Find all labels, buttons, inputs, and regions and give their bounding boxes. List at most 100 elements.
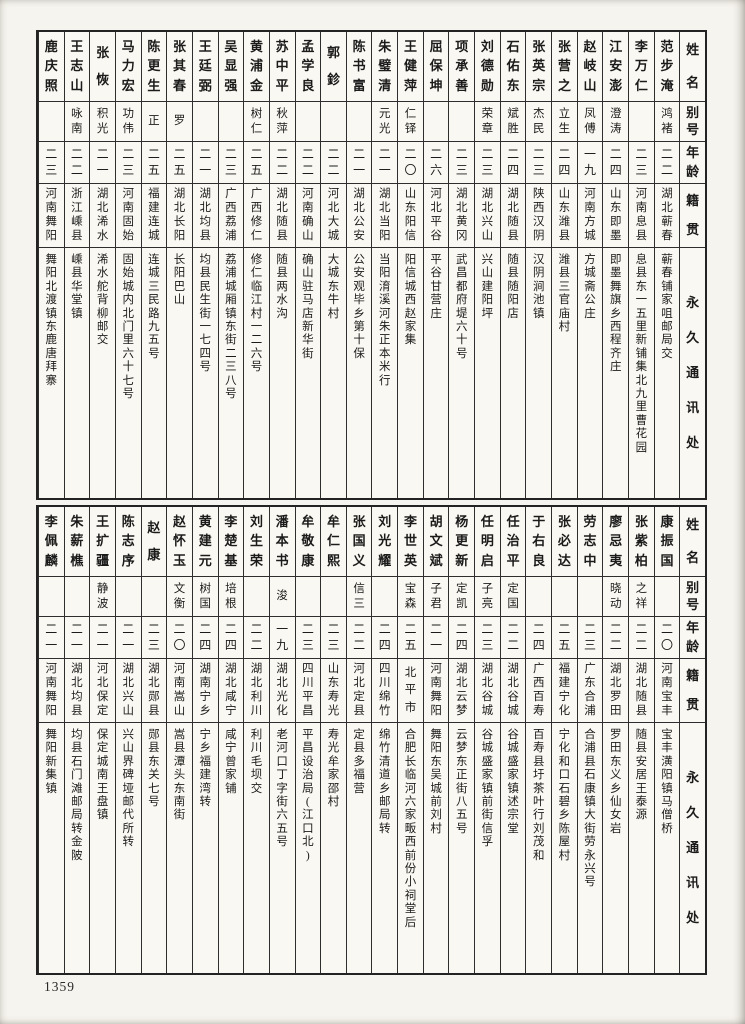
- age-cell: 二四: [552, 142, 577, 184]
- age-cell: 二一: [115, 617, 141, 659]
- name-cell: 朱璧清: [372, 32, 398, 102]
- origin-cell: 河南固始: [115, 184, 141, 248]
- address-cell: 随县两水沟: [276, 254, 288, 320]
- header-origin-label: 籍贯: [680, 659, 705, 723]
- alias-cell: [654, 577, 680, 617]
- address-cell: 汉阴涧池镇: [532, 254, 545, 320]
- age-cell: 二三: [449, 142, 475, 184]
- name-cell: 苏中平: [269, 32, 295, 102]
- address-cell: 舞阳新集镇: [45, 729, 58, 795]
- address-cell: 罗田东义乡仙女岩: [609, 729, 622, 835]
- origin-cell: 湖北长阳: [167, 184, 192, 248]
- age-cell: 二二: [269, 142, 295, 184]
- age-cell: 二二: [629, 617, 654, 659]
- header-address-label: 永久通讯处: [686, 769, 700, 925]
- person-column: 王健萍仁铎二〇山东阳信阳信城西赵家集: [397, 32, 423, 498]
- age-cell: 二一: [38, 617, 64, 659]
- alias-cell: 定国: [500, 577, 526, 617]
- name-cell: 杨更新: [449, 507, 475, 577]
- name-cell: 廖忌夷: [603, 507, 629, 577]
- origin-cell: 广西百寿: [526, 659, 552, 723]
- roster-table-top: 姓名别号年龄籍贯永久通讯处范步淹鸿褚二二湖北蕲春蕲春铺家咀邮局交李万仁二三河南息…: [36, 30, 707, 500]
- age-cell: 二二: [321, 142, 346, 184]
- address-cell: 修仁临江村一二六号: [250, 254, 263, 374]
- name-cell: 鹿庆照: [38, 32, 64, 102]
- age-cell: 二三: [321, 617, 346, 659]
- address-cell: 兴山界碑垭邮代所转: [122, 729, 134, 849]
- age-cell: 一九: [269, 617, 295, 659]
- name-cell: 张国义: [346, 507, 372, 577]
- person-column: 张国义信三二二河北定县定县多福营: [345, 507, 372, 973]
- name-cell: 张紫柏: [629, 507, 654, 577]
- alias-cell: 信三: [346, 577, 372, 617]
- alias-cell: 斌胜: [500, 102, 526, 142]
- person-column: 赵岐山凤傅一九河南方城方城斋公庄: [576, 32, 603, 498]
- origin-cell: 湖北郧县: [141, 659, 167, 723]
- origin-cell: 湖北当阳: [372, 184, 398, 248]
- alias-cell: [321, 102, 346, 142]
- name-cell: 刘德勋: [475, 32, 500, 102]
- origin-cell: 北平市: [398, 659, 423, 723]
- name-cell: 王健萍: [398, 32, 423, 102]
- name-cell: 王廷弼: [192, 32, 218, 102]
- age-cell: 二六: [423, 142, 449, 184]
- origin-cell: 陕西汉阴: [526, 184, 552, 248]
- name-cell: 吴显强: [218, 32, 244, 102]
- age-cell: 二四: [218, 617, 244, 659]
- alias-cell: [423, 102, 449, 142]
- origin-cell: 湖北谷城: [500, 659, 526, 723]
- address-cell: 蕲春铺家咀邮局交: [661, 254, 673, 360]
- origin-cell: 广西荔浦: [218, 184, 244, 248]
- person-column: 苏中平秋萍二二湖北随县随县两水沟: [268, 32, 295, 498]
- alias-cell: 澄涛: [603, 102, 629, 142]
- address-cell: 定县多福营: [353, 729, 365, 795]
- person-column: 孟学良二二河南确山确山驻马店新华街: [294, 32, 321, 498]
- address-cell: 均县民生街一七四号: [199, 254, 211, 374]
- address-cell: 郧县东关七号: [148, 729, 160, 809]
- address-cell: 长阳巴山: [173, 254, 186, 307]
- age-cell: 二三: [577, 617, 603, 659]
- person-column: 石佑东斌胜二四湖北随县随县随阳店: [499, 32, 526, 498]
- alias-cell: [244, 577, 269, 617]
- age-cell: 二二: [500, 617, 526, 659]
- name-cell: 张英宗: [526, 32, 552, 102]
- name-cell: 张营之: [552, 32, 577, 102]
- name-cell: 任明启: [475, 507, 500, 577]
- origin-cell: 湖北咸宁: [218, 659, 244, 723]
- origin-cell: 河北定县: [346, 659, 372, 723]
- age-cell: 二五: [398, 617, 423, 659]
- name-cell: 张恢: [90, 32, 115, 102]
- origin-cell: 湖北随县: [269, 184, 295, 248]
- alias-cell: [321, 577, 346, 617]
- person-column: 康振国二〇河南宝丰宝丰潢阳镇马僧桥: [653, 507, 680, 973]
- address-cell: 连城三民路九五号: [148, 254, 160, 360]
- address-cell: 方城斋公庄: [584, 254, 596, 320]
- address-cell: 随县随阳店: [507, 254, 519, 320]
- name-cell: 朱薪樵: [64, 507, 90, 577]
- origin-cell: 河南舞阳: [423, 659, 449, 723]
- origin-cell: 四川平昌: [295, 659, 321, 723]
- name-cell: 刘生荣: [244, 507, 269, 577]
- origin-cell: 四川绵竹: [372, 659, 398, 723]
- address-cell: 当阳淯溪河朱正本米行: [379, 254, 391, 387]
- origin-cell: 湖北随县: [629, 659, 654, 723]
- address-cell: 平谷甘营庄: [430, 254, 442, 320]
- person-column: 马力宏功伟二三河南固始固始城内北门里六十七号: [114, 32, 141, 498]
- person-column: 廖忌夷晓动二二湖北罗田罗田东义乡仙女岩: [602, 507, 629, 973]
- alias-cell: [115, 577, 141, 617]
- origin-cell: 湖北浠水: [90, 184, 115, 248]
- origin-cell: 湖北利川: [244, 659, 269, 723]
- origin-cell: 湖北均县: [64, 659, 90, 723]
- name-cell: 黄建元: [192, 507, 218, 577]
- origin-cell: 湖北均县: [192, 184, 218, 248]
- name-cell: 牟仁熙: [321, 507, 346, 577]
- name-cell: 李万仁: [629, 32, 654, 102]
- alias-cell: 荣章: [475, 102, 500, 142]
- alias-cell: [64, 577, 90, 617]
- person-column: 王廷弼二一湖北均县均县民生街一七四号: [191, 32, 218, 498]
- age-cell: 二二: [244, 617, 269, 659]
- address-cell: 嵩县潭头东南街: [173, 729, 186, 822]
- alias-cell: [295, 577, 321, 617]
- name-cell: 陈书富: [346, 32, 372, 102]
